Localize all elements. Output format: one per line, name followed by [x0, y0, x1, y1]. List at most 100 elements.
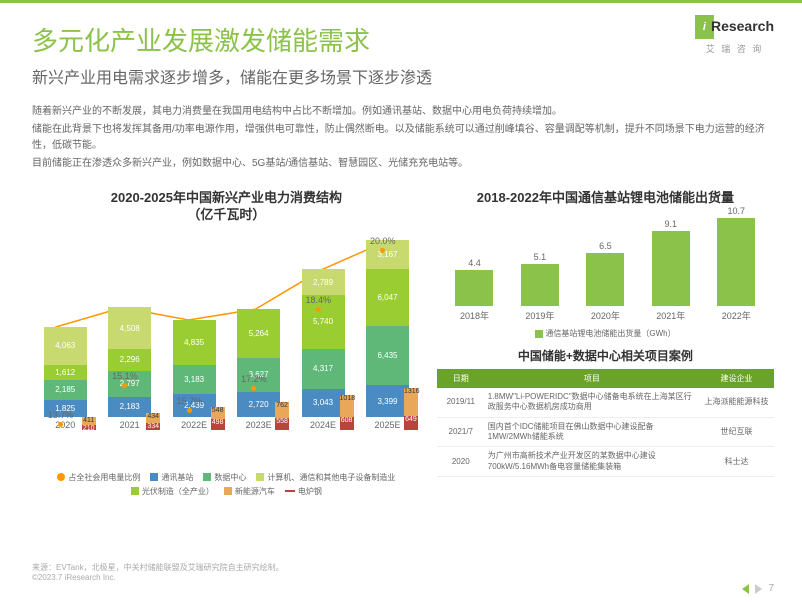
x-axis-label: 2025E — [374, 420, 400, 430]
bar-segment: 3,399 — [366, 385, 409, 417]
pct-label: 17.2% — [241, 374, 267, 384]
side-bars: 434334 — [146, 413, 160, 429]
table-row: 2019/111.8MW"Li-POWERIDC"数据中心储备电系统在上海某区行… — [437, 388, 774, 417]
bar-value: 9.1 — [665, 219, 678, 229]
pct-label: 15.7% — [177, 396, 203, 406]
bar-stack: 3,0434,3175,7402,789 — [302, 269, 345, 416]
bar-segment: 2,185 — [44, 380, 87, 400]
bar-stack: 3,3996,4356,0473,167 — [366, 240, 409, 417]
bar-chart-title: 2018-2022年中国通信基站锂电池储能出货量 — [437, 190, 774, 207]
bar-group: 15.7%2,4393,1834,8355484982022E — [167, 320, 222, 430]
table-header: 日期 — [437, 369, 485, 388]
side-bars: 762558 — [275, 402, 289, 430]
bar-x-label: 2018年 — [460, 309, 489, 322]
table-cell: 2019/11 — [437, 388, 485, 417]
bar-group: 20.0%3,3996,4356,0473,16713166492025E — [360, 240, 415, 430]
footer-nav: 7 — [742, 583, 774, 594]
table-cell: 世纪互联 — [699, 417, 774, 447]
side-bars: 548498 — [211, 407, 225, 429]
bar-group: 17.2%2,7203,6275,2647625582023E — [231, 309, 286, 430]
bar-segment: 3,183 — [173, 365, 216, 395]
charts-container: 2020-2025年中国新兴产业电力消费结构（亿千瓦时） 13.7%1,8252… — [0, 182, 802, 497]
bar-segment: 1,612 — [44, 365, 87, 380]
table-row: 2020为广州市高新技术产业开发区的某数据中心建设700kW/5.16MWh备电… — [437, 447, 774, 477]
pct-label: 20.0% — [370, 236, 396, 246]
bar-segment: 2,720 — [237, 392, 280, 417]
side-bars: 411210 — [82, 417, 96, 430]
bar-group: 18.4%3,0434,3175,7402,78910186082024E — [296, 269, 351, 429]
bar-stack: 2,1832,7972,2964,508 — [108, 307, 151, 416]
table-cell: 为广州市高新技术产业开发区的某数据中心建设700kW/5.16MWh备电容量储能… — [485, 447, 699, 477]
bar-segment: 6,047 — [366, 269, 409, 325]
legend-item: 新能源汽车 — [224, 486, 275, 497]
bar-segment: 4,317 — [302, 349, 345, 389]
source-text: 来源：EVTank，北极星，中关村储能联盟及艾瑞研究院自主研究绘制。 ©2023… — [32, 562, 284, 582]
table-cell: 2020 — [437, 447, 485, 477]
bar-value: 6.5 — [599, 241, 612, 251]
stacked-chart-title: 2020-2025年中国新兴产业电力消费结构（亿千瓦时） — [28, 190, 425, 224]
bar-segment: 3,043 — [302, 389, 345, 417]
bar-stack: 1,8252,1851,6124,063 — [44, 327, 87, 417]
bar-x-label: 2019年 — [525, 309, 554, 322]
logo-brand: Research — [711, 18, 774, 34]
legend-item: 占全社会用电量比例 — [57, 472, 140, 483]
table-row: 2021/7国内首个IDC储能项目在佛山数据中心建设配备1MW/2MWh储能系统… — [437, 417, 774, 447]
pct-label: 13.7% — [48, 410, 74, 420]
table-header: 项目 — [485, 369, 699, 388]
next-icon[interactable] — [755, 584, 762, 594]
bar-segment: 4,063 — [44, 327, 87, 365]
stacked-area: 13.7%1,8252,1851,6124,063411210202015.1%… — [28, 230, 425, 430]
bar-chart-body: 4.42018年5.12019年6.52020年9.12021年10.72022… — [437, 213, 774, 338]
page-number: 7 — [768, 583, 774, 594]
table-cell: 科士达 — [699, 447, 774, 477]
legend-item: 通讯基站 — [150, 472, 193, 483]
table-cell: 上海派能能源科技 — [699, 388, 774, 417]
body-paragraph: 随着新兴产业的不断发展，其电力消费量在我国用电结构中占比不断增加。例如通讯基站、… — [32, 104, 770, 120]
stacked-chart-body: 13.7%1,8252,1851,6124,063411210202015.1%… — [28, 230, 425, 468]
bar-value: 10.7 — [727, 206, 745, 216]
bar-item: 6.5 2020年 — [580, 241, 630, 322]
body-paragraph: 储能在此背景下也将发挥其备用/功率电源作用，增强供电可靠性，防止偶然断电。以及储… — [32, 122, 770, 154]
table-cell: 国内首个IDC储能项目在佛山数据中心建设配备1MW/2MWh储能系统 — [485, 417, 699, 447]
bar-segment: 4,835 — [173, 320, 216, 365]
bar-x-label: 2022年 — [722, 309, 751, 322]
legend-item: 数据中心 — [203, 472, 246, 483]
table-cell: 1.8MW"Li-POWERIDC"数据中心储备电系统在上海某区行政服务中心数据… — [485, 388, 699, 417]
right-column: 2018-2022年中国通信基站锂电池储能出货量 4.4 2018年 5.12019… — [437, 190, 774, 497]
legend-item: 计算机、通信和其他电子设备制造业 — [256, 472, 395, 483]
bar-stack: 2,7203,6275,264 — [237, 309, 280, 417]
bar — [455, 270, 493, 306]
body-paragraph: 目前储能正在渗透众多新兴产业，例如数据中心、5G基站/通信基站、智慧园区、光储充… — [32, 156, 770, 172]
bar-x-label: 2021年 — [656, 309, 685, 322]
table-header: 建设企业 — [699, 369, 774, 388]
bar — [652, 231, 690, 305]
x-axis-label: 2024E — [310, 420, 336, 430]
prev-icon[interactable] — [742, 584, 749, 594]
pct-dot — [316, 307, 321, 312]
bar-item: 5.12019年 — [515, 252, 565, 322]
logo: iResearch 艾 瑞 咨 询 — [695, 15, 774, 55]
copyright-label: ©2023.7 iResearch Inc. — [32, 573, 116, 582]
legend-item: 电炉钢 — [285, 486, 322, 497]
bar-x-label: 2020年 — [591, 309, 620, 322]
page-title: 多元化产业发展激发储能需求 — [32, 21, 770, 58]
pct-dot — [187, 408, 192, 413]
bar — [717, 218, 755, 306]
bar-value: 4.4 — [468, 258, 481, 268]
bar-group: 15.1%2,1832,7972,2964,5084343342021 — [102, 307, 157, 429]
project-table-title: 中国储能+数据中心相关项目案例 — [437, 347, 774, 364]
stacked-chart: 2020-2025年中国新兴产业电力消费结构（亿千瓦时） 13.7%1,8252… — [28, 190, 425, 497]
bar — [521, 264, 559, 306]
table-cell: 2021/7 — [437, 417, 485, 447]
bar-segment: 2,296 — [108, 349, 151, 370]
bar-item: 4.4 2018年 — [449, 258, 499, 322]
side-bars: 1316649 — [404, 388, 418, 430]
x-axis-label: 2023E — [246, 420, 272, 430]
bar-segment: 2,183 — [108, 397, 151, 417]
bar-segment: 6,435 — [366, 326, 409, 386]
side-bars: 1018608 — [340, 395, 354, 430]
legend-item: 光伏制造（全产业） — [131, 486, 214, 497]
pct-dot — [58, 422, 63, 427]
bar-item: 9.1 2021年 — [646, 219, 696, 321]
bar-segment: 2,789 — [302, 269, 345, 295]
